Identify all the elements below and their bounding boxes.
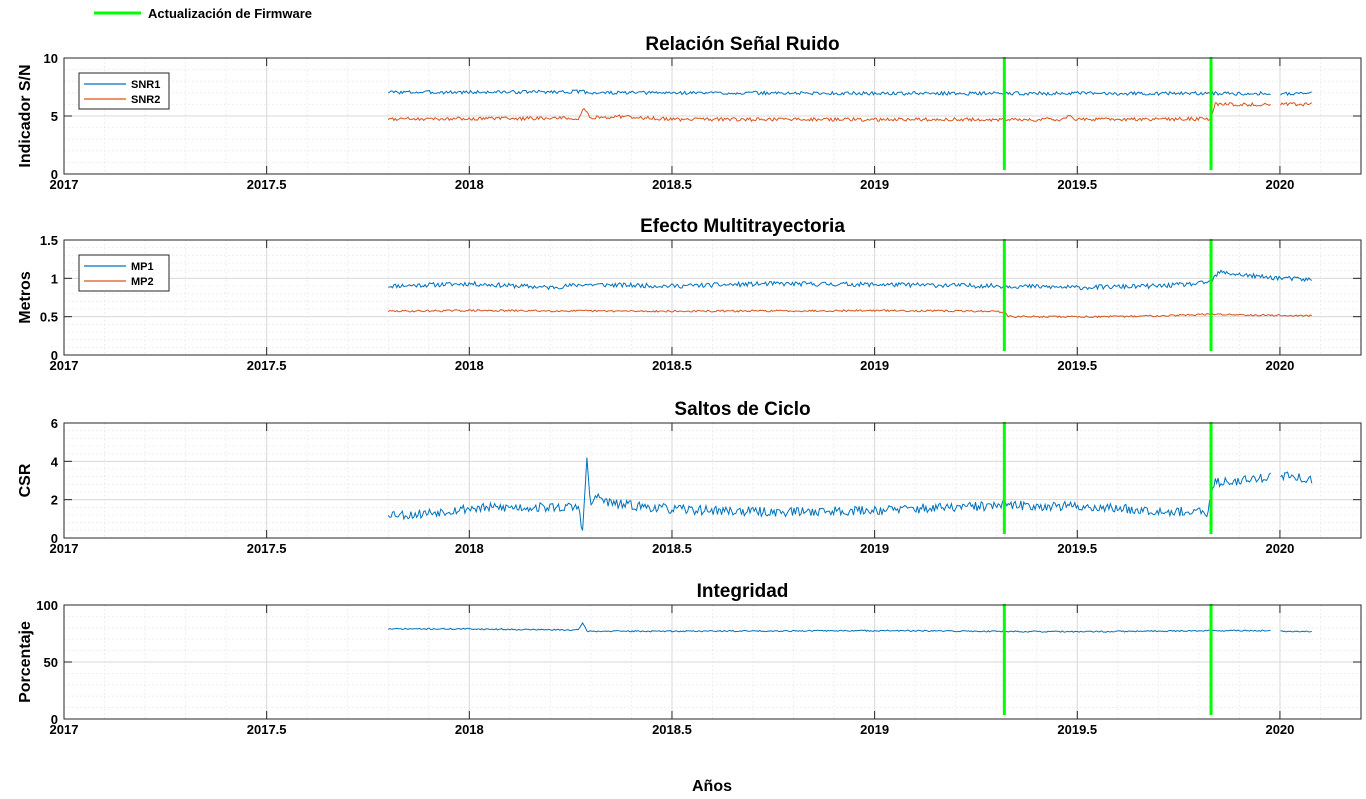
x-tick-label: 2018.5 bbox=[652, 722, 692, 737]
chart-title: Integridad bbox=[697, 581, 789, 602]
series-line-mp1 bbox=[388, 269, 1313, 291]
legend-label-mp1: MP1 bbox=[131, 261, 154, 273]
y-tick-label: 0 bbox=[51, 167, 58, 182]
x-tick-label: 2019.5 bbox=[1057, 358, 1097, 373]
x-tick-label: 2017 bbox=[50, 541, 79, 556]
x-tick-label: 2017 bbox=[50, 358, 79, 373]
x-tick-label: 2018.5 bbox=[652, 177, 692, 192]
panel-4: 2017 2017.5 2018 2018.5 2019 2019.5 2020 0 50 100… bbox=[17, 581, 1362, 737]
x-tick-label: 2017.5 bbox=[247, 358, 287, 373]
y-axis-label: Porcentaje bbox=[17, 621, 34, 703]
x-tick-label: 2019 bbox=[860, 358, 889, 373]
x-tick-label: 2017.5 bbox=[247, 177, 287, 192]
x-tick-label: 2019 bbox=[860, 722, 889, 737]
x-tick-label: 2017 bbox=[50, 722, 79, 737]
x-tick-label: 2019.5 bbox=[1057, 722, 1097, 737]
x-tick-label: 2018 bbox=[455, 177, 484, 192]
legend-box bbox=[78, 72, 170, 110]
panel-1: 2017 2017.5 2018 2018.5 2019 2019.5 2020 0 5 10 Re… bbox=[17, 34, 1362, 192]
legend: SNR1 SNR2 bbox=[78, 72, 170, 110]
legend-label-snr1: SNR1 bbox=[131, 79, 160, 91]
y-tick-label: 10 bbox=[44, 51, 58, 66]
y-tick-label: 50 bbox=[44, 655, 58, 670]
legend-label-snr2: SNR2 bbox=[131, 94, 160, 106]
x-tick-label: 2019.5 bbox=[1057, 541, 1097, 556]
y-tick-label: 4 bbox=[51, 454, 59, 469]
axes-box bbox=[63, 422, 1362, 539]
x-tick-label: 2019 bbox=[860, 541, 889, 556]
legend-label-mp2: MP2 bbox=[131, 276, 154, 288]
y-axis-label: Metros bbox=[17, 271, 34, 324]
x-tick-label: 2017.5 bbox=[247, 722, 287, 737]
y-tick-label: 2 bbox=[51, 493, 58, 508]
chart-title: Saltos de Ciclo bbox=[674, 399, 810, 420]
y-tick-label: 6 bbox=[51, 416, 58, 431]
x-tick-label: 2017 bbox=[50, 177, 79, 192]
chart-title: Efecto Multitrayectoria bbox=[640, 216, 845, 237]
x-tick-label: 2018 bbox=[455, 541, 484, 556]
x-tick-label: 2020 bbox=[1265, 358, 1294, 373]
x-tick-label: 2018.5 bbox=[652, 541, 692, 556]
series-line-series-1 bbox=[387, 457, 1313, 531]
legend-box bbox=[78, 254, 170, 292]
x-tick-label: 2020 bbox=[1265, 722, 1294, 737]
x-tick-label: 2018 bbox=[455, 358, 484, 373]
y-tick-label: 1.5 bbox=[40, 233, 58, 248]
y-tick-label: 100 bbox=[36, 598, 58, 613]
y-axis-label: Indicador S/N bbox=[17, 64, 34, 167]
y-tick-label: 5 bbox=[51, 109, 58, 124]
series-line-snr2 bbox=[387, 101, 1313, 123]
x-axis-label: Años bbox=[692, 778, 732, 794]
x-tick-label: 2017.5 bbox=[247, 541, 287, 556]
y-tick-label: 0 bbox=[51, 712, 58, 727]
panels: 2017 2017.5 2018 2018.5 2019 2019.5 20200510Re… bbox=[17, 34, 1362, 737]
x-tick-label: 2020 bbox=[1265, 541, 1294, 556]
chart-title: Relación Señal Ruido bbox=[645, 34, 839, 55]
top-legend: Actualización de Firmware bbox=[94, 6, 312, 21]
x-tick-label: 2018.5 bbox=[652, 358, 692, 373]
firmware-legend-label: Actualización de Firmware bbox=[148, 6, 312, 21]
y-tick-label: 0 bbox=[51, 531, 58, 546]
panel-2: 2017 2017.5 2018 2018.5 2019 2019.5 2020 0 0.5 1 1… bbox=[17, 216, 1362, 373]
panel-3: 2017 2017.5 2018 2018.5 2019 2019.5 2020 0 2 4 6 Sa… bbox=[17, 399, 1362, 556]
x-tick-label: 2020 bbox=[1265, 177, 1294, 192]
axes-box bbox=[63, 239, 1362, 356]
y-tick-label: 1 bbox=[51, 271, 58, 286]
series-line-snr1 bbox=[387, 89, 1312, 97]
series-line-mp2 bbox=[387, 309, 1313, 319]
series-line-series-1 bbox=[387, 622, 1312, 633]
y-tick-label: 0.5 bbox=[40, 310, 58, 325]
x-tick-label: 2019.5 bbox=[1057, 177, 1097, 192]
y-axis-label: CSR bbox=[17, 463, 34, 497]
x-tick-label: 2019 bbox=[860, 177, 889, 192]
y-tick-label: 0 bbox=[51, 348, 58, 363]
x-tick-label: 2018 bbox=[455, 722, 484, 737]
